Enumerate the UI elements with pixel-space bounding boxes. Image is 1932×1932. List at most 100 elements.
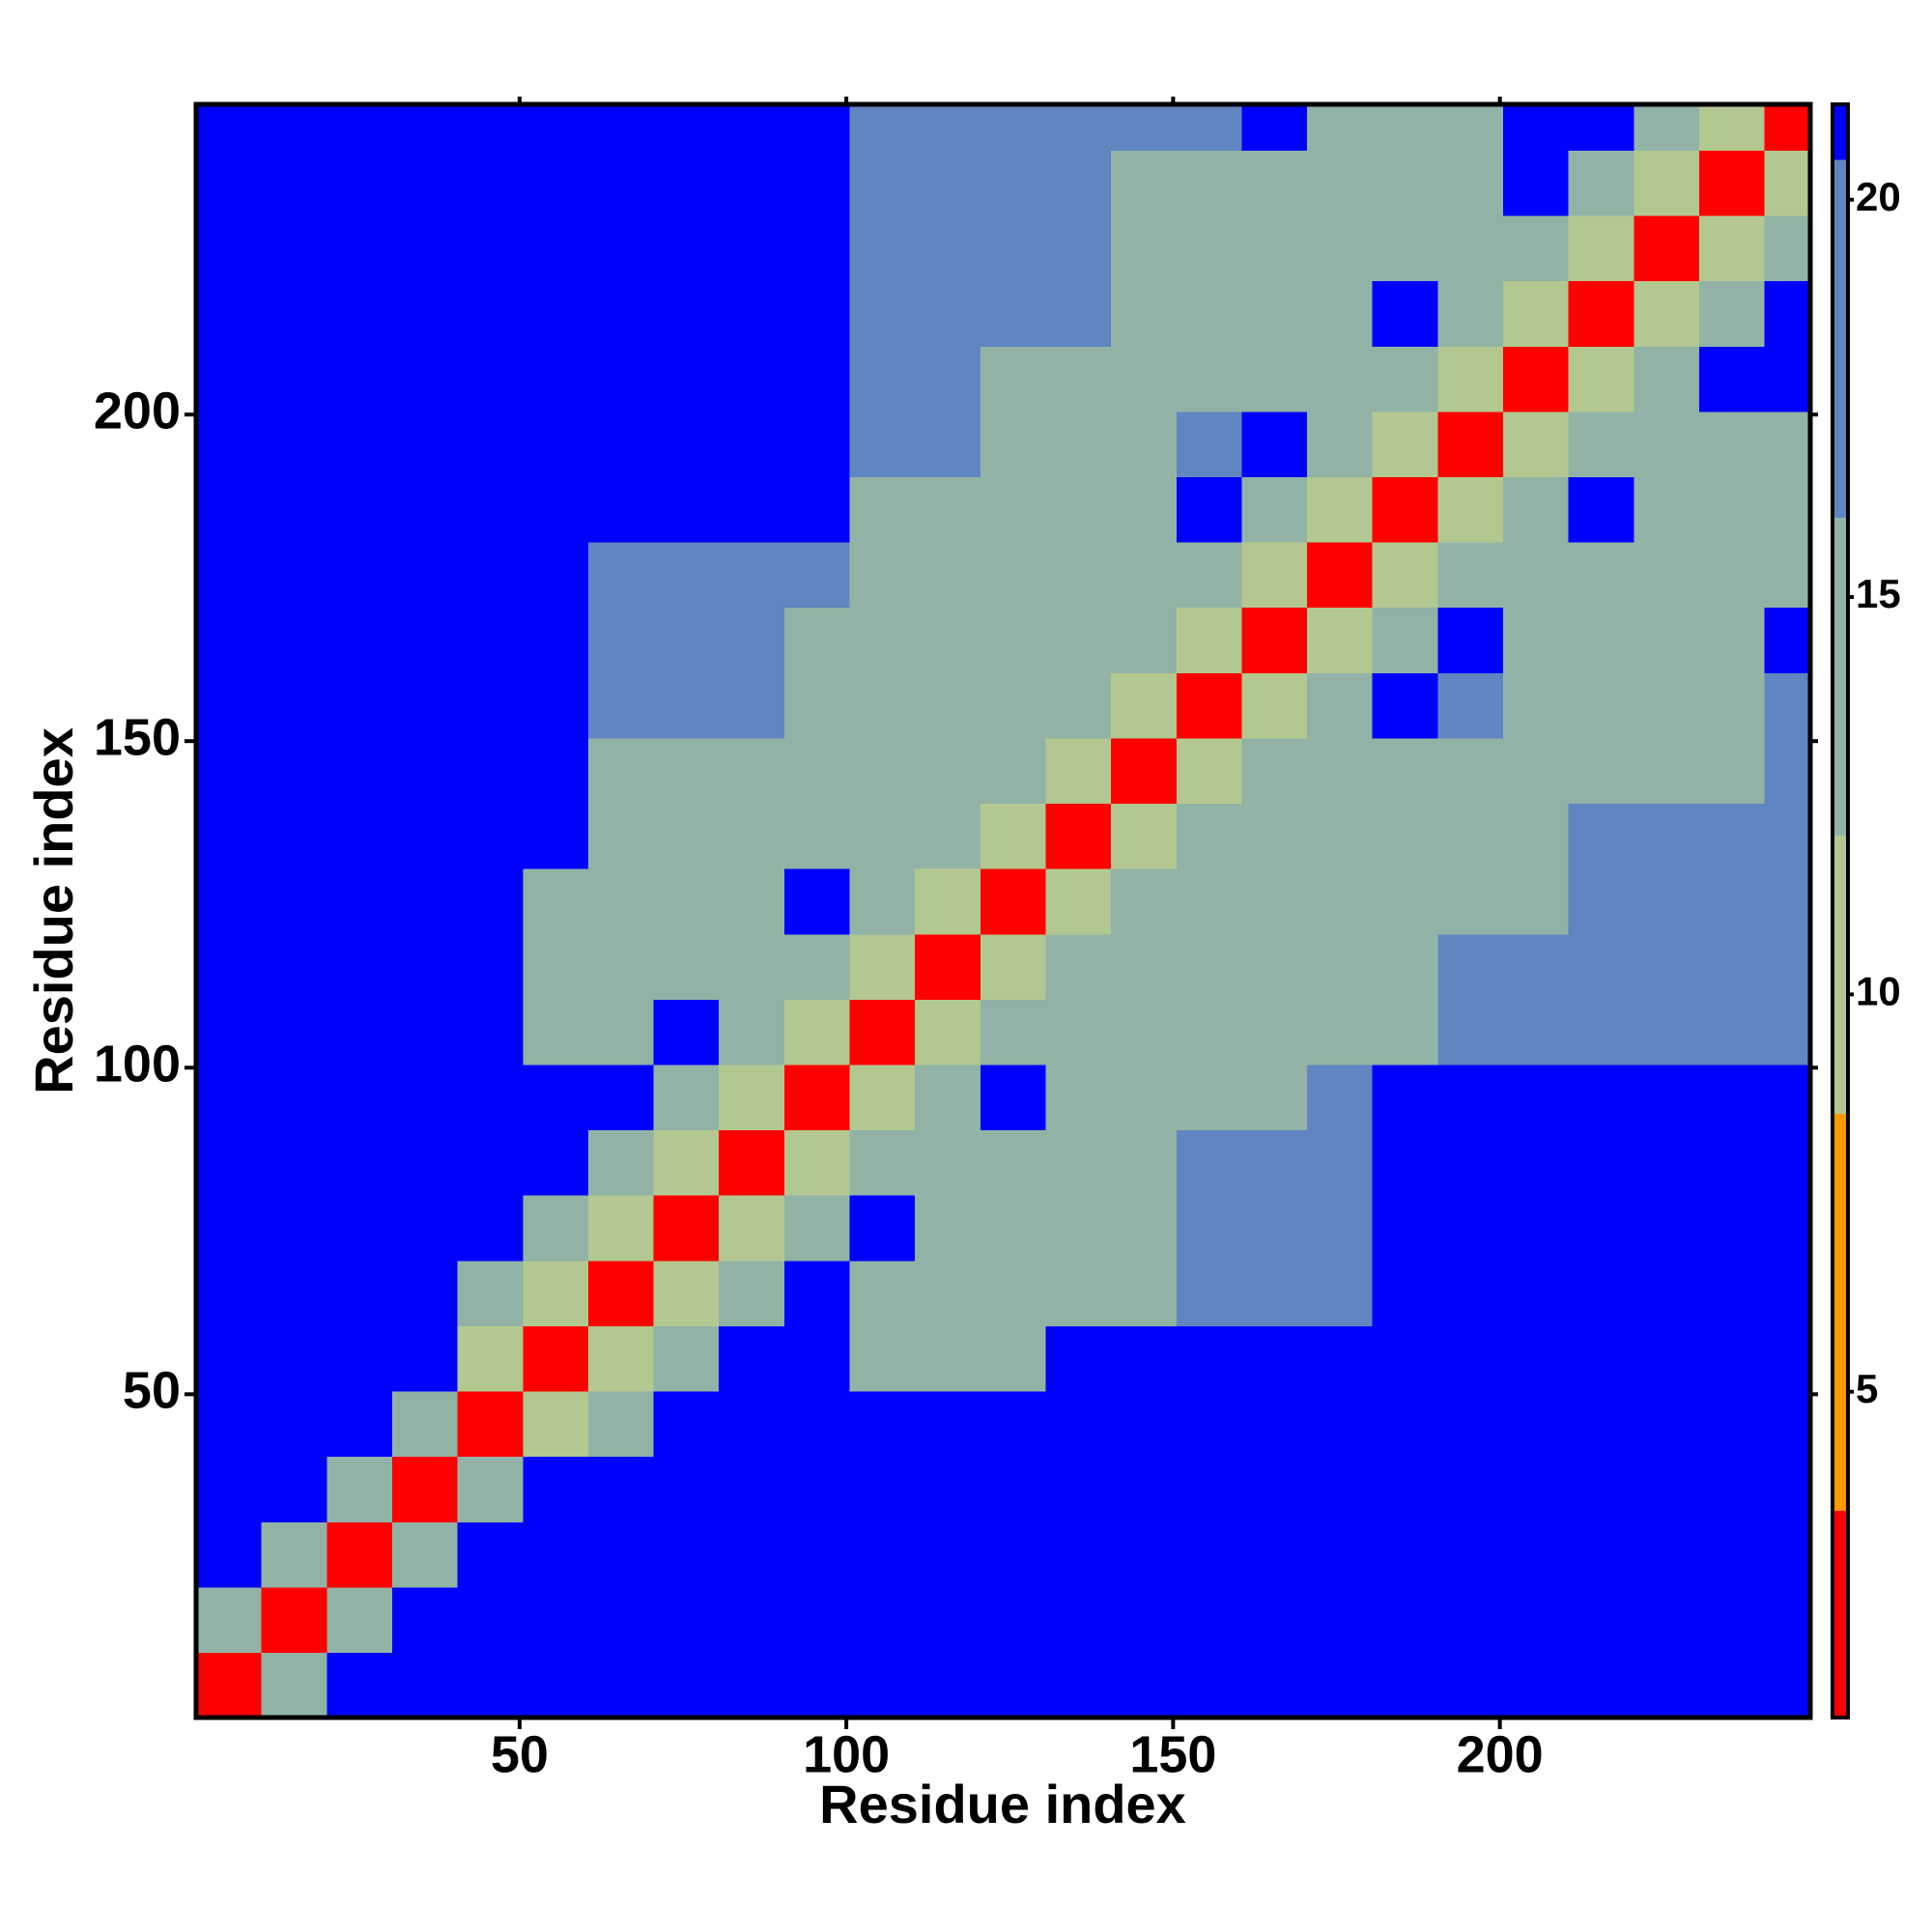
heatmap-cell xyxy=(1698,933,1766,1000)
heatmap-cell xyxy=(980,476,1047,543)
heatmap-cell xyxy=(719,346,785,412)
heatmap-cell xyxy=(1698,104,1766,151)
heatmap-cell xyxy=(196,411,263,477)
heatmap-cell xyxy=(915,104,981,151)
heatmap-cell xyxy=(980,868,1047,935)
heatmap-cell xyxy=(587,1390,655,1458)
heatmap-cell xyxy=(327,999,393,1065)
heatmap-cell xyxy=(1634,803,1700,869)
heatmap-cell xyxy=(587,607,655,673)
colorbar-band xyxy=(1833,159,1848,518)
heatmap-cell xyxy=(783,214,851,282)
heatmap-cell xyxy=(915,1521,981,1588)
heatmap-cell xyxy=(1241,1064,1308,1131)
heatmap-cell xyxy=(1634,1390,1700,1458)
heatmap-cells xyxy=(196,104,1811,1719)
heatmap-cell xyxy=(391,607,459,673)
colorbar-tick-label: 20 xyxy=(1856,174,1901,219)
heatmap-cell xyxy=(980,1652,1047,1719)
heatmap-cell xyxy=(1503,1195,1570,1262)
heatmap-cell xyxy=(1568,1521,1634,1588)
heatmap-cell xyxy=(1045,1456,1112,1522)
heatmap-cell xyxy=(849,672,916,739)
heatmap-cell xyxy=(1634,280,1700,347)
heatmap-cell xyxy=(261,999,327,1065)
heatmap-cell xyxy=(1176,803,1243,869)
heatmap-cell xyxy=(327,346,393,412)
heatmap-cell xyxy=(1045,1064,1112,1131)
heatmap-cell xyxy=(1372,1260,1438,1326)
heatmap-cell xyxy=(391,280,459,347)
heatmap-cell xyxy=(719,214,785,282)
heatmap-cell xyxy=(719,1260,785,1326)
heatmap-cell xyxy=(783,280,851,347)
heatmap-cell xyxy=(915,607,981,673)
heatmap-cell xyxy=(196,346,263,412)
heatmap-cell xyxy=(457,280,524,347)
heatmap-cell xyxy=(523,214,589,282)
heatmap-cell xyxy=(196,1260,263,1326)
heatmap-cell xyxy=(1176,1390,1243,1458)
heatmap-cell xyxy=(1045,933,1112,1000)
heatmap-cell xyxy=(653,1325,720,1392)
heatmap-cell xyxy=(1307,672,1374,739)
heatmap-cell xyxy=(523,737,589,805)
heatmap-cell xyxy=(1503,1586,1570,1653)
heatmap-cell xyxy=(783,803,851,869)
heatmap-cell xyxy=(1111,803,1178,869)
heatmap-cell xyxy=(587,411,655,477)
heatmap-cell xyxy=(1176,933,1243,1000)
heatmap-cell xyxy=(1698,1521,1766,1588)
heatmap-cell xyxy=(1437,214,1504,282)
heatmap-cell xyxy=(457,607,524,673)
heatmap-cell xyxy=(1045,1390,1112,1458)
heatmap-cell xyxy=(915,672,981,739)
heatmap-cell xyxy=(719,803,785,869)
heatmap-cell xyxy=(261,737,327,805)
heatmap-cell xyxy=(1568,803,1634,869)
heatmap-cell xyxy=(1634,476,1700,543)
heatmap-cell xyxy=(327,1586,393,1653)
heatmap-cell xyxy=(849,999,916,1065)
heatmap-cell xyxy=(1372,1521,1438,1588)
heatmap-cell xyxy=(1111,150,1178,216)
heatmap-cell xyxy=(653,280,720,347)
heatmap-cell xyxy=(1372,476,1438,543)
heatmap-cell xyxy=(1372,737,1438,805)
heatmap-cell xyxy=(1437,476,1504,543)
heatmap-cell xyxy=(980,346,1047,412)
heatmap-cell xyxy=(327,150,393,216)
heatmap-cell xyxy=(1111,346,1178,412)
heatmap-cell xyxy=(1307,1195,1374,1262)
heatmap-cell xyxy=(719,1652,785,1719)
heatmap-cell xyxy=(849,1260,916,1326)
heatmap-cell xyxy=(915,541,981,609)
heatmap-cell xyxy=(1568,280,1634,347)
heatmap-cell xyxy=(849,1195,916,1262)
heatmap-cell xyxy=(523,1325,589,1392)
heatmap-cell xyxy=(1437,999,1504,1065)
heatmap-cell xyxy=(849,933,916,1000)
heatmap-cell xyxy=(719,1456,785,1522)
heatmap-cell xyxy=(1503,933,1570,1000)
heatmap-cell xyxy=(1372,104,1438,151)
heatmap-cell xyxy=(980,104,1047,151)
heatmap-cell xyxy=(980,280,1047,347)
heatmap-cell xyxy=(980,150,1047,216)
heatmap-cell xyxy=(523,672,589,739)
heatmap-cell xyxy=(1372,150,1438,216)
heatmap-cell xyxy=(457,933,524,1000)
heatmap-cell xyxy=(849,868,916,935)
heatmap-cell xyxy=(1372,280,1438,347)
heatmap-cell xyxy=(261,1129,327,1196)
heatmap-cell xyxy=(653,150,720,216)
heatmap-cell xyxy=(1698,1325,1766,1392)
heatmap-cell xyxy=(849,104,916,151)
heatmap-cell xyxy=(587,737,655,805)
heatmap-cell xyxy=(196,607,263,673)
heatmap-cell xyxy=(915,1586,981,1653)
heatmap-cell xyxy=(1503,150,1570,216)
heatmap-cell xyxy=(1437,933,1504,1000)
heatmap-cell xyxy=(653,607,720,673)
